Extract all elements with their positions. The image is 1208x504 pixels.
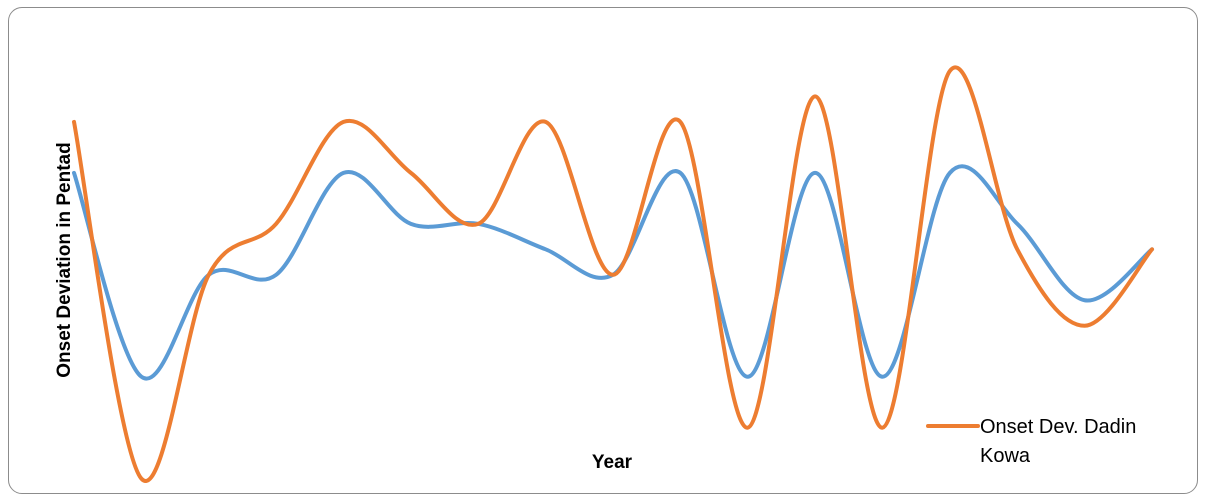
series-line-blue — [72, 164, 1154, 381]
legend-label-line2: Kowa — [980, 445, 1031, 467]
series-line-dadin-kowa — [72, 65, 1154, 483]
legend: Onset Dev. Dadin Kowa — [926, 416, 1136, 467]
y-axis-title: Onset Deviation in Pentad — [54, 142, 75, 377]
x-axis-title: Year — [592, 452, 633, 473]
chart-frame — [8, 7, 1198, 494]
legend-label-line1: Onset Dev. Dadin — [980, 416, 1136, 438]
series-layer — [72, 65, 1154, 483]
